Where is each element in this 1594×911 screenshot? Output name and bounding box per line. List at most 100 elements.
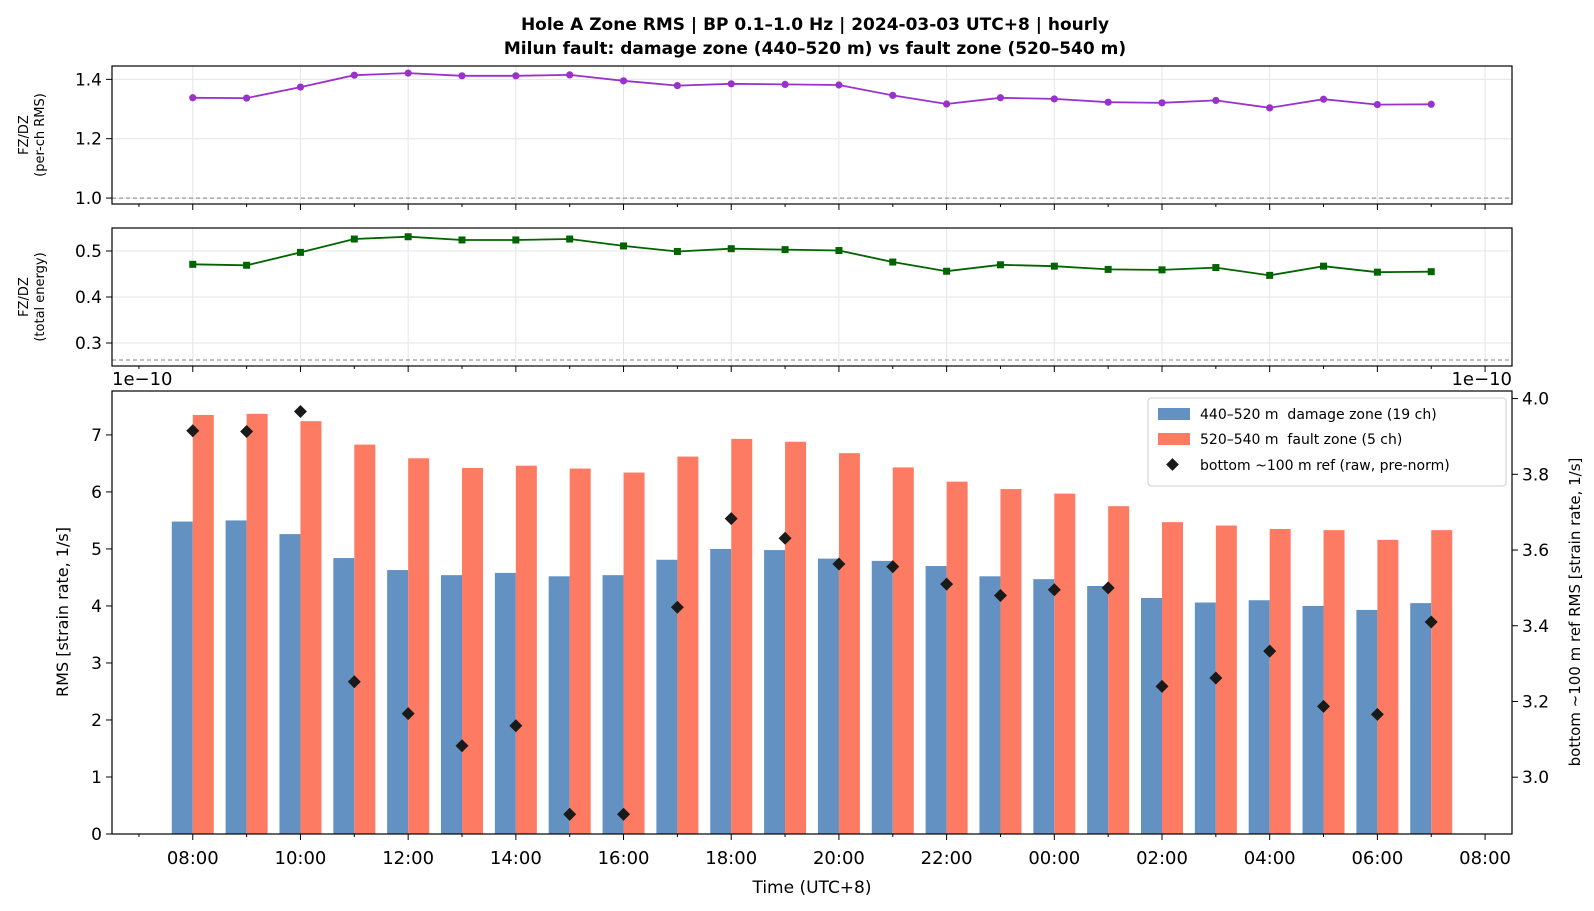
- damage-zone-bar: [656, 559, 678, 834]
- fault-zone-bar: [785, 441, 807, 834]
- figure-title-line1: Hole A Zone RMS | BP 0.1–1.0 Hz | 2024-0…: [521, 15, 1109, 35]
- fault-zone-bar: [677, 456, 699, 834]
- damage-zone-bar: [1194, 602, 1216, 834]
- reference-point: [509, 719, 523, 733]
- rms-xtick-label: 06:00: [1351, 848, 1403, 869]
- rms-offset-left: 1e−10: [112, 369, 173, 390]
- rms-ylabel-left: RMS [strain rate, 1/s]: [53, 527, 72, 697]
- rms-xtick-label: 08:00: [167, 848, 219, 869]
- mid-point: [404, 233, 412, 241]
- rms-ylabel-right: bottom ~100 m ref RMS [strain rate, 1/s]: [1566, 458, 1584, 767]
- mid-point: [620, 242, 628, 250]
- ratio-energy-ylabel-line1: FZ/DZ: [17, 277, 32, 317]
- top-ytick-label: 1.4: [75, 70, 102, 90]
- legend: 440–520 m damage zone (19 ch) 520–540 m …: [1147, 397, 1507, 487]
- mid-point: [1427, 268, 1435, 276]
- top-point: [996, 94, 1005, 102]
- ratio-energy-panel: 0.3 0.4 0.5 FZ/DZ (total energy): [17, 227, 1513, 372]
- top-point: [727, 80, 735, 88]
- top-point: [512, 72, 520, 80]
- top-ytick-label: 1.2: [75, 130, 102, 150]
- reference-point: [1370, 707, 1384, 721]
- mid-point: [350, 235, 358, 243]
- reference-point: [1424, 615, 1438, 629]
- rms-xtick-label: 20:00: [813, 848, 865, 869]
- fault-zone-bar: [300, 421, 322, 834]
- rms-xtick-label: 22:00: [921, 848, 973, 869]
- fault-zone-bar: [1108, 506, 1130, 834]
- damage-zone-bar: [764, 550, 786, 834]
- top-point: [835, 81, 843, 89]
- damage-zone-bar: [1356, 609, 1378, 834]
- reference-point: [617, 807, 631, 821]
- reference-ytick-label: 3.8: [1522, 465, 1549, 485]
- top-point: [350, 71, 358, 79]
- mid-point: [189, 260, 197, 268]
- fault-zone-bar: [1431, 530, 1453, 834]
- mid-point: [296, 248, 304, 256]
- ratio-rms-frame: [111, 65, 1513, 205]
- fault-zone-bar: [623, 472, 645, 834]
- top-point: [619, 77, 628, 85]
- top-point: [781, 80, 789, 88]
- fault-zone-bar: [462, 467, 483, 834]
- damage-zone-bar: [925, 566, 947, 834]
- reference-point: [1047, 583, 1061, 597]
- rms-ytick-label: 3: [91, 654, 102, 674]
- rms-ytick-label: 2: [91, 711, 102, 731]
- reference-point: [832, 557, 846, 571]
- mid-point: [1373, 268, 1381, 276]
- top-point: [1158, 99, 1166, 107]
- mid-point: [727, 245, 735, 253]
- top-point: [1373, 100, 1381, 109]
- mid-point: [566, 235, 574, 243]
- reference-point: [563, 807, 577, 821]
- mid-point: [1158, 266, 1166, 274]
- fault-zone-bar: [515, 465, 537, 834]
- damage-zone-bar: [1033, 579, 1055, 834]
- rms-xtick-label: 02:00: [1136, 848, 1188, 869]
- damage-zone-bar: [333, 558, 355, 834]
- legend-swatch-fault-zone: [1158, 433, 1190, 445]
- top-series-line: [192, 72, 1432, 109]
- fault-zone-bar: [892, 467, 914, 834]
- ratio-rms-panel: 1.0 1.2 1.4 FZ/DZ (per-ch RMS): [17, 65, 1513, 210]
- mid-point: [835, 247, 843, 255]
- rms-ytick-label: 5: [91, 540, 102, 560]
- rms-offset-right: 1e−10: [1451, 369, 1512, 390]
- rms-bar-frame: [111, 390, 1513, 835]
- top-ytick-label: 1.0: [75, 189, 102, 209]
- rms-xtick-label: 16:00: [598, 848, 650, 869]
- fault-zone-bar: [1000, 489, 1022, 834]
- mid-point: [889, 258, 897, 266]
- mid-point: [781, 246, 789, 254]
- reference-ytick-label: 3.6: [1522, 541, 1549, 561]
- reference-point: [940, 577, 954, 591]
- top-point: [1266, 104, 1274, 112]
- damage-zone-bar: [1248, 600, 1270, 834]
- reference-point: [1101, 581, 1115, 595]
- fault-zone-bar: [1377, 539, 1399, 834]
- mid-point: [1050, 262, 1058, 270]
- fault-zone-bar: [1215, 525, 1237, 834]
- reference-point: [293, 404, 307, 418]
- fault-zone-bar: [731, 438, 753, 834]
- mid-point: [1266, 271, 1274, 279]
- rms-xtick-label: 08:00: [1459, 848, 1511, 869]
- legend-label-reference: bottom ~100 m ref (raw, pre-norm): [1200, 458, 1450, 474]
- fault-zone-bar: [569, 468, 591, 834]
- rms-xtick-label: 10:00: [275, 848, 327, 869]
- legend-box: [1147, 397, 1507, 487]
- damage-zone-bar: [1141, 597, 1162, 834]
- reference-point: [186, 424, 200, 438]
- damage-zone-bar: [1087, 585, 1109, 834]
- reference-point: [240, 425, 254, 439]
- rms-bar-panel: 0 1 2 3 4 5 6 7 3.0 3.2 3.4 3.6 3.8 4.0 08:00 10:00 12…: [53, 369, 1584, 898]
- reference-point: [1263, 644, 1277, 658]
- mid-ytick-label: 0.5: [75, 242, 102, 262]
- damage-zone-bar: [387, 570, 409, 834]
- reference-point: [670, 600, 684, 614]
- mid-point: [1212, 264, 1220, 272]
- top-point: [1050, 95, 1058, 103]
- legend-swatch-damage-zone: [1158, 408, 1190, 420]
